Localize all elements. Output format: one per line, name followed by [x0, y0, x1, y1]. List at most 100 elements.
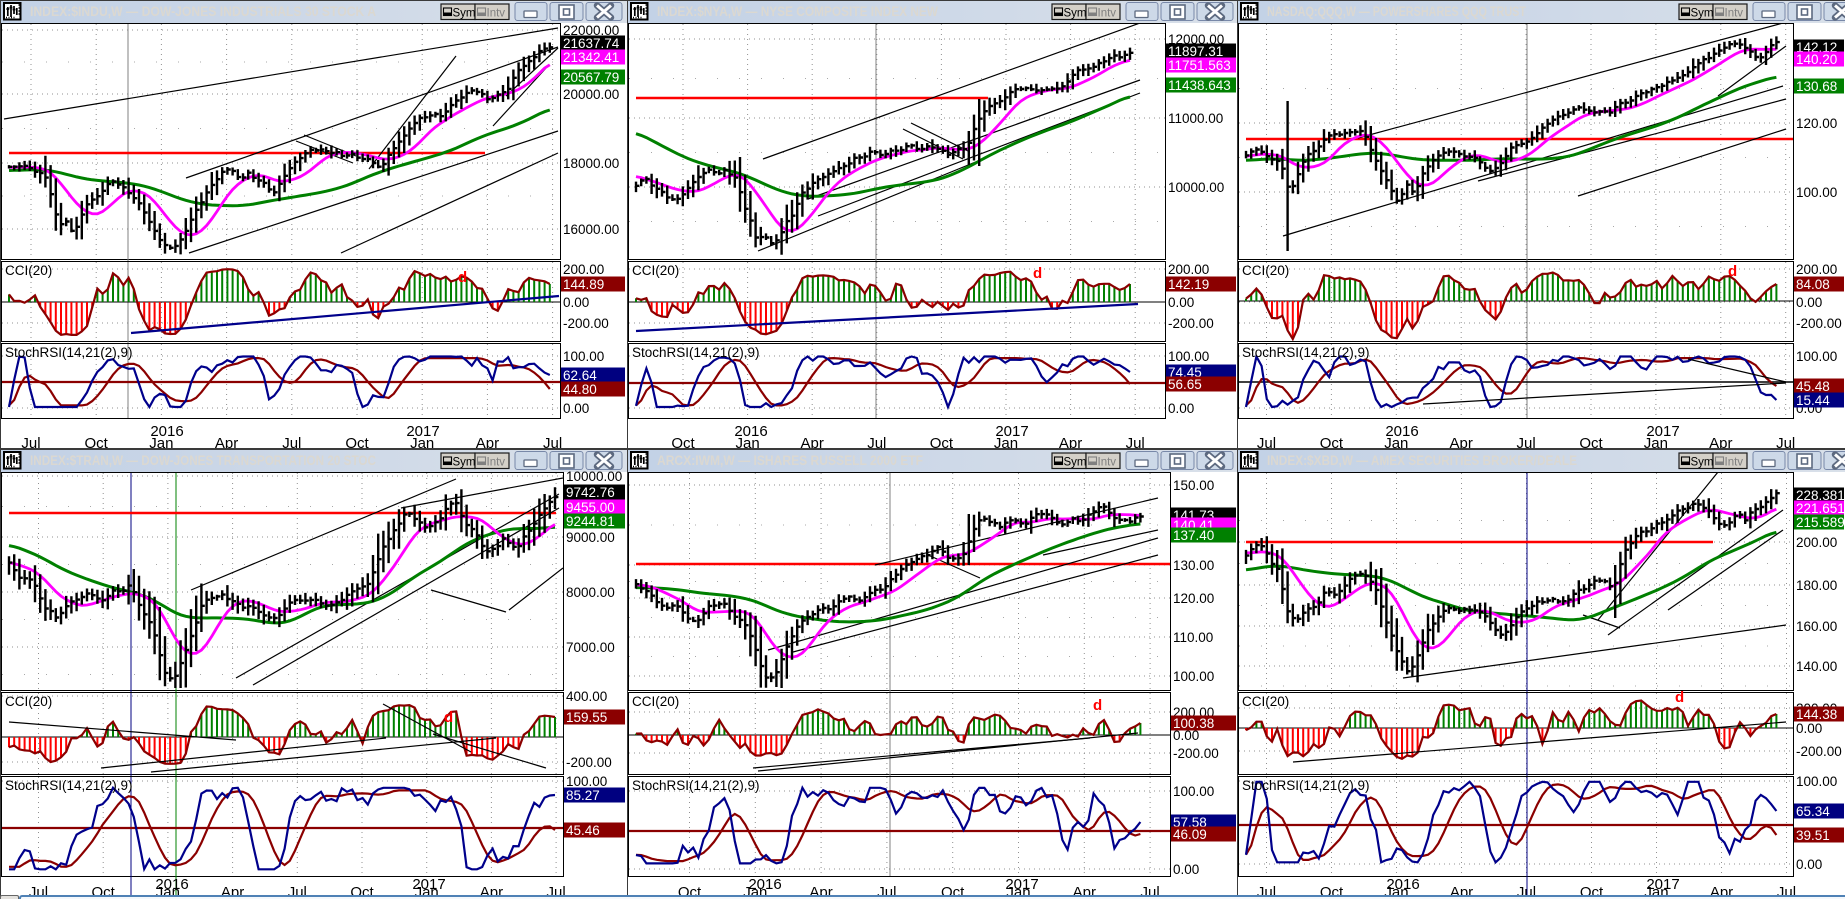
svg-text:Sym: Sym	[1064, 8, 1087, 20]
svg-text:Oct: Oct	[1320, 435, 1344, 448]
svg-text:Sym: Sym	[453, 8, 476, 20]
svg-text:130.68: 130.68	[1796, 79, 1837, 94]
svg-text:Sym: Sym	[1691, 8, 1714, 20]
svg-text:0.00: 0.00	[1168, 401, 1194, 416]
svg-text:Jan: Jan	[1644, 435, 1668, 448]
svg-text:144.38: 144.38	[1796, 707, 1837, 722]
svg-text:d: d	[1728, 263, 1737, 280]
svg-text:Apr: Apr	[801, 435, 824, 448]
svg-text:2016: 2016	[734, 423, 767, 440]
svg-text:39.51: 39.51	[1796, 828, 1830, 843]
svg-text:22000.00: 22000.00	[563, 23, 619, 38]
svg-text:9455.00: 9455.00	[566, 500, 615, 515]
svg-text:100.00: 100.00	[1796, 774, 1837, 789]
svg-text:2017: 2017	[412, 876, 445, 893]
svg-text:100.38: 100.38	[1173, 716, 1214, 731]
svg-text:2017: 2017	[1646, 423, 1679, 440]
svg-text:45.46: 45.46	[566, 823, 600, 838]
svg-text:7000.00: 7000.00	[566, 640, 615, 655]
svg-text:Jul: Jul	[1776, 435, 1795, 448]
svg-text:0.00: 0.00	[1173, 728, 1199, 743]
svg-text:Jan: Jan	[410, 435, 434, 448]
svg-text:2017: 2017	[406, 423, 439, 440]
svg-text:20567.79: 20567.79	[563, 70, 619, 85]
svg-text:8000.00: 8000.00	[566, 585, 615, 600]
svg-text:Sym: Sym	[453, 457, 476, 469]
svg-text:11438.643: 11438.643	[1168, 78, 1231, 93]
svg-text:CCI(20): CCI(20)	[632, 694, 679, 709]
svg-text:85.27: 85.27	[566, 788, 600, 803]
svg-text:9000.00: 9000.00	[566, 530, 615, 545]
svg-text:120.00: 120.00	[1173, 591, 1214, 606]
svg-text:CCI(20): CCI(20)	[1242, 694, 1289, 709]
svg-text:Intv: Intv	[1725, 457, 1744, 469]
svg-text:10000.00: 10000.00	[566, 469, 622, 484]
svg-text:15.44: 15.44	[1796, 393, 1830, 408]
svg-text:18000.00: 18000.00	[563, 156, 619, 171]
svg-text:100.00: 100.00	[563, 349, 604, 364]
svg-text:Jul: Jul	[1517, 435, 1536, 448]
svg-text:12000.00: 12000.00	[1168, 32, 1224, 47]
svg-text:16000.00: 16000.00	[563, 222, 619, 237]
svg-text:0.00: 0.00	[1796, 857, 1822, 872]
svg-text:200.00: 200.00	[563, 262, 604, 277]
svg-text:21342.41: 21342.41	[563, 50, 619, 65]
svg-text:d: d	[1033, 265, 1042, 282]
svg-text:Sym: Sym	[1064, 457, 1087, 469]
svg-text:INDEX:$NYA,W — NYSE COMPOSITE: INDEX:$NYA,W — NYSE COMPOSITE INDEX NEW	[657, 4, 938, 19]
svg-text:0.00: 0.00	[563, 295, 589, 310]
svg-text:Intv: Intv	[487, 457, 506, 469]
svg-text:400.00: 400.00	[566, 689, 607, 704]
svg-text:100.00: 100.00	[1173, 669, 1214, 684]
svg-text:2017: 2017	[1005, 876, 1038, 893]
svg-text:140.20: 140.20	[1796, 52, 1837, 67]
svg-text:74.45: 74.45	[1168, 365, 1202, 380]
svg-text:150.00: 150.00	[1173, 478, 1214, 493]
svg-text:10000.00: 10000.00	[1168, 180, 1224, 195]
svg-text:Apr: Apr	[1059, 435, 1082, 448]
svg-text:Apr: Apr	[476, 435, 499, 448]
svg-text:20000.00: 20000.00	[563, 87, 619, 102]
svg-text:Oct: Oct	[671, 435, 695, 448]
svg-text:StochRSI(14,21(2),9): StochRSI(14,21(2),9)	[632, 778, 760, 793]
svg-text:StochRSI(14,21(2),9): StochRSI(14,21(2),9)	[5, 778, 133, 793]
svg-text:Intv: Intv	[1725, 8, 1744, 20]
svg-text:Jul: Jul	[867, 435, 886, 448]
svg-text:Intv: Intv	[1098, 457, 1117, 469]
svg-text:Oct: Oct	[1579, 435, 1603, 448]
svg-text:62.64: 62.64	[563, 368, 597, 383]
svg-text:140.00: 140.00	[1796, 659, 1837, 674]
svg-text:0.00: 0.00	[1168, 295, 1194, 310]
svg-text:57.58: 57.58	[1173, 815, 1207, 830]
svg-text:142.12: 142.12	[1796, 40, 1837, 55]
svg-text:d: d	[444, 709, 453, 726]
svg-text:CCI(20): CCI(20)	[632, 263, 679, 278]
svg-text:84.08: 84.08	[1796, 277, 1830, 292]
svg-text:Jan: Jan	[994, 435, 1018, 448]
svg-text:9244.81: 9244.81	[566, 514, 615, 529]
svg-text:Jul: Jul	[543, 435, 562, 448]
svg-text:Jan: Jan	[149, 435, 173, 448]
svg-text:Apr: Apr	[215, 435, 238, 448]
svg-text:65.34: 65.34	[1796, 804, 1830, 819]
svg-text:Oct: Oct	[930, 435, 954, 448]
svg-text:2016: 2016	[1386, 876, 1419, 893]
svg-text:221.651: 221.651	[1796, 501, 1845, 516]
svg-text:d: d	[458, 269, 467, 286]
svg-text:-200.00: -200.00	[566, 755, 612, 770]
svg-text:44.80: 44.80	[563, 382, 597, 397]
svg-text:120.00: 120.00	[1796, 116, 1837, 131]
svg-text:d: d	[1093, 697, 1102, 714]
svg-text:100.00: 100.00	[566, 774, 607, 789]
svg-text:-200.00: -200.00	[1168, 316, 1214, 331]
svg-text:Intv: Intv	[1098, 8, 1117, 20]
svg-text:Apr: Apr	[1450, 435, 1473, 448]
svg-text:Sym: Sym	[1691, 457, 1714, 469]
svg-text:130.00: 130.00	[1173, 558, 1214, 573]
svg-text:46.09: 46.09	[1173, 827, 1207, 842]
svg-text:11000.00: 11000.00	[1168, 111, 1223, 126]
svg-text:-200.00: -200.00	[1796, 316, 1842, 331]
svg-text:-200.00: -200.00	[1796, 744, 1842, 759]
svg-text:0.00: 0.00	[1173, 862, 1199, 877]
svg-text:100.00: 100.00	[1796, 185, 1837, 200]
